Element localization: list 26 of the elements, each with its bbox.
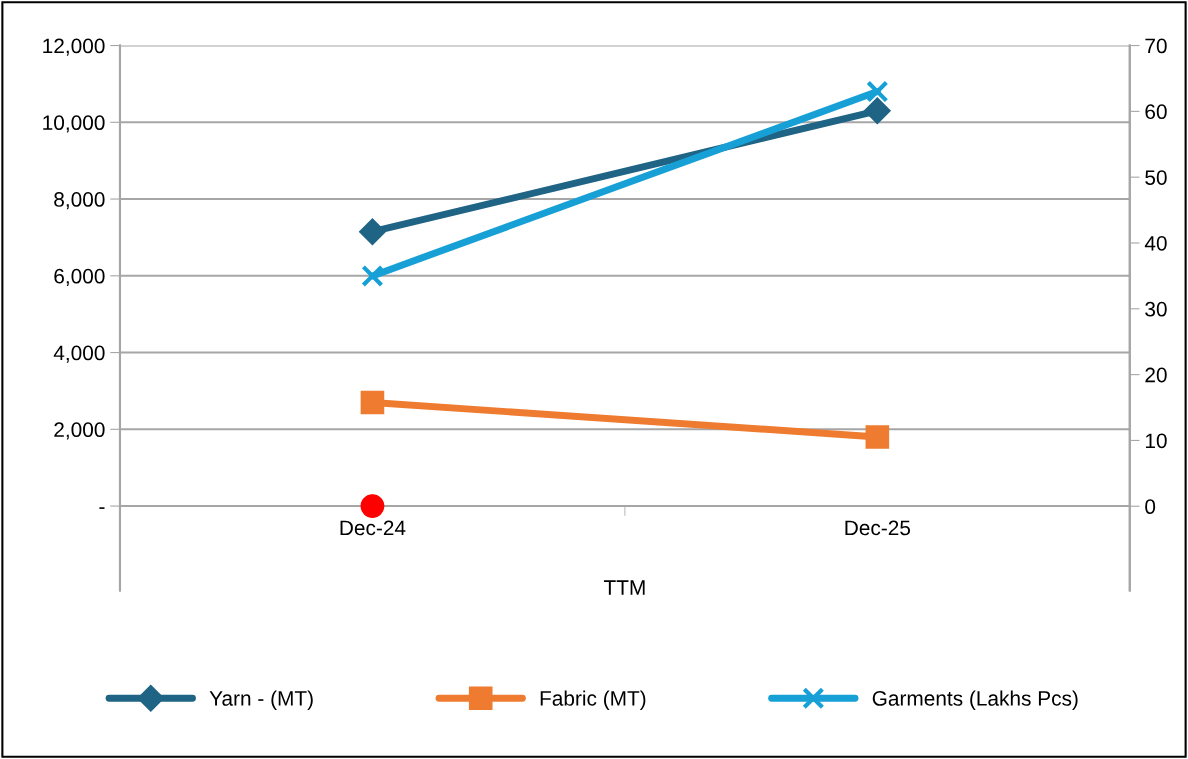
point <box>360 390 385 415</box>
y2-tick-label: 50 <box>1145 170 1167 185</box>
y-tick-label: - <box>99 507 105 509</box>
y-tick-label: 12,000 <box>43 38 105 56</box>
legend-label: Fabric (MT) <box>540 690 646 710</box>
y-tick-label: 2,000 <box>54 422 105 440</box>
point <box>359 218 386 245</box>
y2-tick-label: 70 <box>1145 38 1167 54</box>
x-tick-label: Dec-25 <box>845 520 911 536</box>
y-tick-label: 4,000 <box>53 345 105 363</box>
y2-tick-label: 20 <box>1145 367 1167 383</box>
legend-label: Garments (Lakhs Pcs) <box>872 690 1078 710</box>
legend-label: Yarn - (MT) <box>209 690 313 710</box>
y2-tick-label: 0 <box>1145 499 1156 515</box>
y2-tick-label: 40 <box>1144 235 1167 251</box>
y-tick-label: 10,000 <box>43 115 105 133</box>
y2-tick-label: 30 <box>1145 301 1167 317</box>
x-tick-label: Dec-24 <box>340 520 406 536</box>
point <box>864 97 891 124</box>
y-tick-label: 6,000 <box>54 268 105 287</box>
x-axis-title: TTM <box>603 580 645 595</box>
point <box>360 494 385 518</box>
y2-tick-label: 10 <box>1145 433 1167 449</box>
y2-tick-label: 60 <box>1145 104 1167 120</box>
point <box>865 425 890 449</box>
y-tick-label: 8,000 <box>54 192 105 210</box>
